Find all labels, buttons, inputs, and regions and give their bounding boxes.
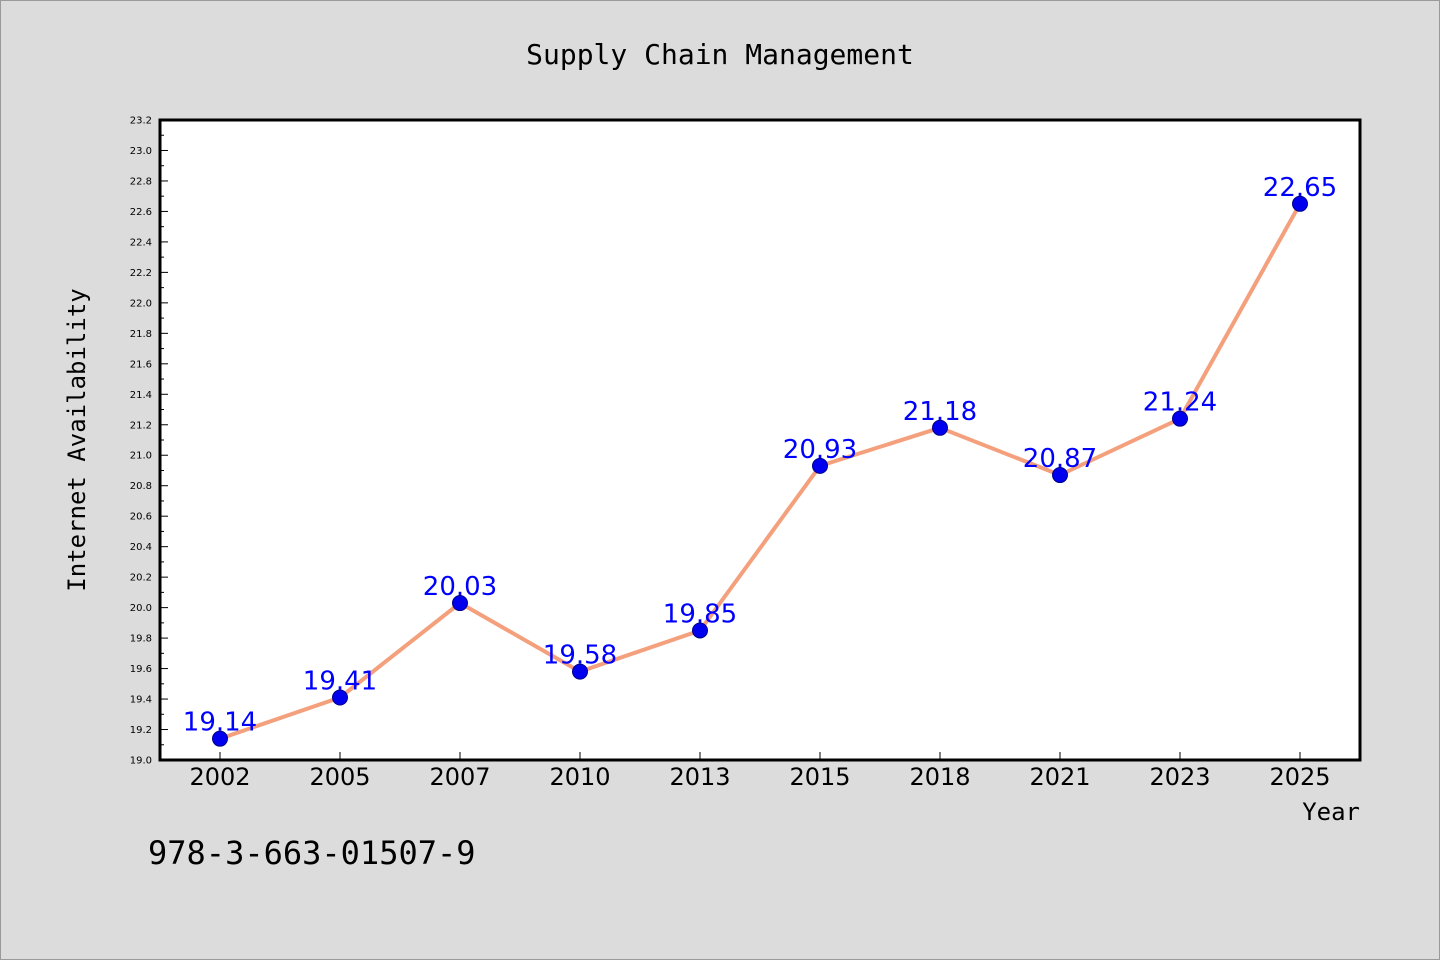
data-point-marker (212, 730, 228, 747)
plot-area (158, 118, 1362, 762)
footer-code: 978-3-663-01507-9 (148, 834, 476, 872)
x-tick-label: 2021 (1029, 763, 1090, 791)
y-tick-label: 19.2 (130, 725, 152, 736)
y-tick-label: 19.4 (130, 695, 152, 706)
y-tick-label: 21.2 (130, 420, 152, 431)
y-tick-label: 20.6 (130, 512, 152, 523)
x-tick-label: 2015 (789, 763, 850, 791)
y-tick-label: 22.6 (130, 207, 152, 218)
data-point-marker (572, 663, 588, 680)
data-point-marker (332, 689, 348, 706)
y-tick-label: 20.4 (130, 542, 152, 553)
chart-title: Supply Chain Management (526, 38, 914, 71)
x-tick-label: 2010 (549, 763, 610, 791)
data-point-label: 20.03 (423, 572, 497, 602)
data-point-label: 21.24 (1143, 388, 1217, 418)
data-point-marker (452, 595, 468, 612)
data-point-marker (932, 419, 948, 436)
series-line (219, 202, 1302, 741)
data-point-label: 21.18 (903, 397, 977, 427)
y-tick-label: 19.8 (130, 634, 152, 645)
x-tick-label: 2023 (1149, 763, 1210, 791)
data-point-marker (1172, 410, 1188, 427)
data-point-label: 19.14 (183, 708, 257, 738)
y-tick-label: 20.0 (130, 603, 152, 614)
y-tick-label: 22.2 (130, 268, 152, 279)
data-point-marker (812, 457, 828, 474)
y-tick-label: 19.0 (130, 756, 152, 767)
x-tick-label: 2018 (909, 763, 970, 791)
x-tick-label: 2005 (309, 763, 370, 791)
data-point-label: 20.93 (783, 435, 857, 465)
y-tick-label: 21.4 (130, 390, 152, 401)
y-tick-label: 20.8 (130, 481, 152, 492)
series-markers (212, 195, 1308, 747)
data-point-label: 22.65 (1263, 173, 1337, 203)
y-tick-label: 21.0 (130, 451, 152, 462)
x-tick-label: 2013 (669, 763, 730, 791)
y-tick-label: 20.2 (130, 573, 152, 584)
x-tick-label: 2007 (429, 763, 490, 791)
data-point-marker (1052, 467, 1068, 484)
y-tick-label: 21.8 (130, 329, 152, 340)
y-tick-label: 22.4 (130, 237, 152, 248)
data-point-label: 19.41 (303, 667, 377, 697)
y-tick-label: 21.6 (130, 359, 152, 370)
data-point-marker (692, 622, 708, 639)
x-axis-ticks: 2002 2005 2007 2010 2013 2015 2018 2021 2023 2025 (189, 752, 1331, 791)
y-tick-label: 19.6 (130, 664, 152, 675)
data-point-label: 19.58 (543, 641, 617, 671)
y-tick-label: 23.0 (130, 146, 152, 157)
data-labels: 19.14 19.41 20.03 19.58 19.85 20.93 21.18 20.87… (183, 173, 1337, 738)
data-point-label: 20.87 (1023, 444, 1097, 474)
data-point-marker (1292, 195, 1308, 212)
y-tick-label: 22.0 (130, 298, 152, 309)
x-tick-label: 2025 (1269, 763, 1330, 791)
y-tick-label: 22.8 (130, 176, 152, 187)
series-line-group (219, 202, 1302, 741)
x-tick-label: 2002 (189, 763, 250, 791)
y-axis-label: Internet Availability (63, 288, 91, 591)
y-tick-label: 23.2 (130, 116, 152, 127)
x-axis-label: Year (1302, 798, 1360, 826)
y-axis-ticks: 19.0 19.2 19.4 19.6 19.8 20.0 20.2 20.4 20.6 20.8… (130, 116, 168, 767)
data-point-label: 19.85 (663, 599, 737, 629)
